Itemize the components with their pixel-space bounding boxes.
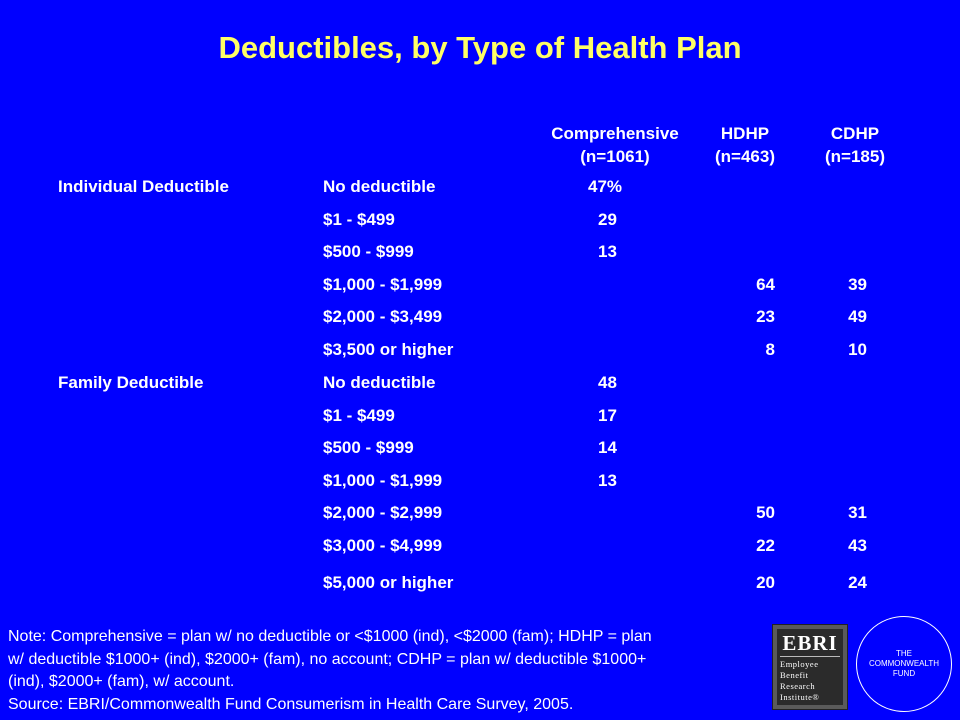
- col-header-hdhp: HDHP (n=463): [700, 122, 790, 168]
- ebri-word-4-text: Institute: [780, 692, 813, 702]
- comprehensive-value: 29: [598, 209, 617, 229]
- col-header-n: (n=185): [825, 147, 885, 166]
- cdhp-value: 31: [848, 503, 867, 523]
- col-header-cdhp: CDHP (n=185): [800, 122, 910, 168]
- comprehensive-value: 47%: [588, 177, 623, 196]
- range-label: No deductible: [323, 177, 436, 196]
- cdhp-value: 49: [848, 307, 867, 327]
- note-line: w/ deductible $1000+ (ind), $2000+ (fam)…: [8, 650, 647, 668]
- cdhp-value: 39: [848, 274, 867, 294]
- col-header-n: (n=1061): [580, 147, 650, 166]
- note-line: (ind), $2000+ (fam), w/ account.: [8, 673, 235, 690]
- cdhp-value: 24: [848, 572, 867, 592]
- range-label: $2,000 - $3,499: [323, 307, 443, 327]
- commonwealth-fund-logo: THE COMMONWEALTH FUND: [856, 616, 952, 712]
- note-line: Note: Comprehensive = plan w/ no deducti…: [8, 628, 652, 645]
- source-line: Source: EBRI/Commonwealth Fund Consumeri…: [8, 695, 574, 713]
- comprehensive-value: 48: [598, 373, 617, 392]
- ebri-word-4: Institute®: [780, 692, 819, 702]
- ebri-logo: EBRI Employee Benefit Research Institute…: [772, 624, 848, 710]
- hdhp-value: 8: [765, 340, 775, 359]
- range-label: No deductible: [323, 373, 436, 392]
- col-header-name: Comprehensive: [551, 124, 679, 143]
- registered-mark: ®: [812, 692, 820, 702]
- hdhp-value: 50: [756, 503, 775, 523]
- cdhp-value: 43: [848, 536, 867, 555]
- range-label: $2,000 - $2,999: [323, 503, 443, 523]
- col-header-n: (n=463): [715, 147, 775, 166]
- col-header-comprehensive: Comprehensive (n=1061): [520, 122, 710, 168]
- hdhp-value: 64: [756, 274, 775, 294]
- comprehensive-value: 13: [598, 470, 617, 490]
- range-label: $1,000 - $1,999: [323, 470, 443, 490]
- range-label: $500 - $999: [323, 242, 414, 262]
- range-label: $3,000 - $4,999: [323, 536, 443, 555]
- logo-divider: [780, 656, 840, 657]
- cwf-line-3: FUND: [892, 669, 916, 678]
- hdhp-value: 23: [756, 307, 775, 327]
- comprehensive-value: 17: [598, 405, 617, 425]
- comprehensive-value: 13: [598, 242, 617, 262]
- group-label: Individual Deductible: [58, 177, 229, 196]
- range-label: $1 - $499: [323, 209, 395, 229]
- ebri-abbr: EBRI: [782, 631, 838, 655]
- range-label: $500 - $999: [323, 438, 414, 458]
- comprehensive-value: 14: [598, 438, 617, 458]
- range-label: $3,500 or higher: [323, 340, 454, 359]
- col-header-name: HDHP: [720, 124, 770, 143]
- slide-title: Deductibles, by Type of Health Plan: [218, 30, 742, 65]
- hdhp-value: 20: [756, 572, 775, 592]
- ebri-word-2: Benefit: [780, 670, 809, 680]
- footnote: Note: Comprehensive = plan w/ no deducti…: [8, 626, 768, 716]
- ebri-word-1: Employee: [780, 659, 819, 669]
- cdhp-value: 10: [848, 340, 867, 359]
- hdhp-value: 22: [756, 536, 775, 555]
- range-label: $5,000 or higher: [323, 572, 454, 592]
- group-label: Family Deductible: [58, 373, 204, 392]
- range-label: $1 - $499: [323, 405, 395, 425]
- ebri-word-3: Research: [780, 681, 816, 691]
- cwf-line-1: THE: [896, 649, 912, 658]
- col-header-name: CDHP: [830, 124, 880, 143]
- cwf-line-2: COMMONWEALTH: [868, 659, 940, 668]
- range-label: $1,000 - $1,999: [323, 274, 443, 294]
